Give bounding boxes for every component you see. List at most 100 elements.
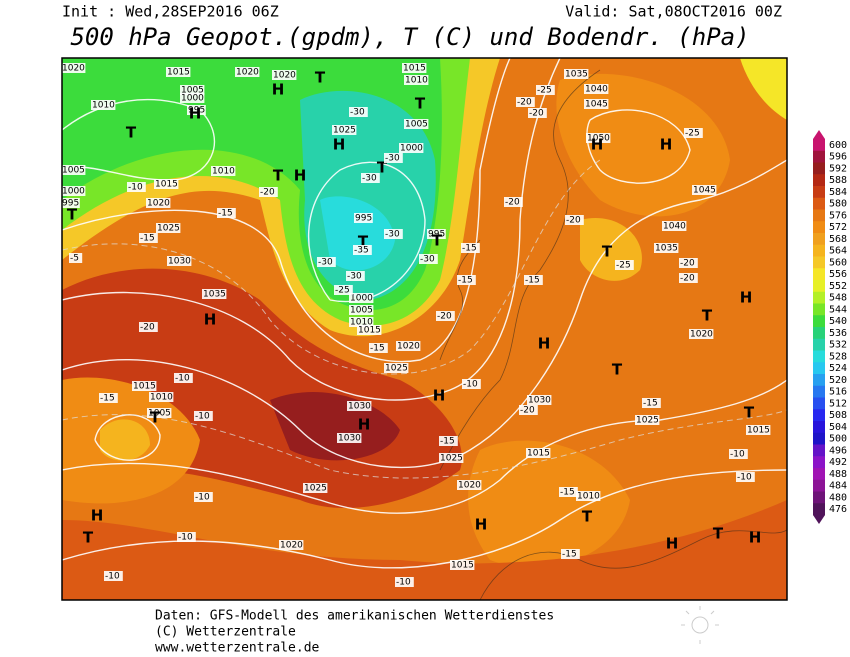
- temperature-label: -15: [560, 488, 575, 498]
- isobar-label: 1000: [181, 94, 204, 104]
- high-pressure-label: H: [333, 136, 346, 154]
- map-frame: [61, 57, 788, 601]
- label-background: [349, 317, 374, 327]
- temperature-label: -30: [318, 258, 333, 268]
- label-background: [187, 105, 206, 115]
- isobar-label: 1020: [62, 64, 85, 74]
- label-background: [69, 253, 83, 263]
- temperature-label: -25: [616, 261, 631, 271]
- colorbar-label: 500: [829, 434, 847, 445]
- label-background: [62, 198, 80, 208]
- label-background: [584, 84, 609, 94]
- temperature-label: -20: [520, 406, 535, 416]
- label-background: [746, 425, 771, 435]
- colorbar-swatch: [813, 397, 825, 410]
- high-pressure-label: H: [749, 529, 762, 547]
- colorbar-swatch: [813, 432, 825, 445]
- label-background: [62, 63, 86, 73]
- isobar-label: 1020: [147, 199, 170, 209]
- label-background: [462, 379, 481, 389]
- label-background: [349, 305, 374, 315]
- temp-zone: [740, 58, 787, 120]
- colorbar-label: 524: [829, 363, 847, 374]
- temperature-label: -30: [385, 230, 400, 240]
- temperature-label: -20: [260, 188, 275, 198]
- label-background: [202, 289, 227, 299]
- isobar-label: 1015: [403, 64, 426, 74]
- isobar-label: 1015: [167, 68, 190, 78]
- colorbar-swatch: [813, 150, 825, 163]
- label-background: [384, 229, 403, 239]
- low-pressure-label: T: [273, 167, 284, 185]
- colorbar-label: 516: [829, 387, 847, 398]
- label-background: [736, 472, 755, 482]
- label-background: [436, 311, 455, 321]
- colorbar-swatch: [813, 456, 825, 469]
- label-background: [91, 100, 116, 110]
- low-pressure-label: T: [415, 95, 426, 113]
- label-background: [167, 256, 192, 266]
- temperature-label: -15: [462, 244, 477, 254]
- temperature-label: -30: [420, 255, 435, 265]
- colorbar-swatch: [813, 186, 825, 199]
- label-background: [399, 143, 424, 153]
- isobar-label: 1005: [405, 120, 428, 130]
- temperature-label: -15: [440, 437, 455, 447]
- label-background: [729, 449, 748, 459]
- isobar-label: 1010: [350, 318, 373, 328]
- isobar-label: 1025: [304, 484, 327, 494]
- label-background: [692, 185, 717, 195]
- isobar-label: 1035: [203, 290, 226, 300]
- temperature-label: -20: [437, 312, 452, 322]
- label-background: [62, 165, 86, 175]
- colorbar-label: 584: [829, 187, 847, 198]
- temperature-label: -10: [105, 572, 120, 582]
- colorbar-label: 504: [829, 422, 847, 433]
- temperature-label: -20: [680, 259, 695, 269]
- isobar-label: 1040: [585, 85, 608, 95]
- isobar-label: 1020: [236, 68, 259, 78]
- high-pressure-label: H: [358, 416, 371, 434]
- colorbar-label: 528: [829, 351, 847, 362]
- label-background: [361, 173, 380, 183]
- low-pressure-label: T: [315, 69, 326, 87]
- isobar-label: 1010: [150, 393, 173, 403]
- colorbar-label: 560: [829, 257, 847, 268]
- label-background: [561, 549, 580, 559]
- label-background: [194, 411, 213, 421]
- colorbar-swatch: [813, 209, 825, 222]
- temperature-label: -10: [175, 374, 190, 384]
- colorbar-label: 476: [829, 504, 847, 515]
- label-background: [180, 93, 205, 103]
- isobar-label: 1005: [62, 166, 85, 176]
- temperature-label: -25: [685, 129, 700, 139]
- label-background: [104, 571, 123, 581]
- temperature-label: -10: [195, 412, 210, 422]
- colorbar-label: 588: [829, 175, 847, 186]
- label-background: [346, 271, 365, 281]
- label-background: [317, 257, 336, 267]
- label-background: [279, 540, 304, 550]
- label-background: [404, 75, 429, 85]
- label-background: [450, 560, 475, 570]
- label-background: [353, 245, 372, 255]
- isobar-label: 1000: [350, 294, 373, 304]
- isobar-label: 1010: [577, 492, 600, 502]
- label-background: [180, 85, 205, 95]
- label-background: [146, 198, 171, 208]
- label-background: [524, 275, 543, 285]
- isobar-label: 1035: [565, 70, 588, 80]
- colorbar-label: 548: [829, 293, 847, 304]
- isobar-label: 1050: [587, 134, 610, 144]
- isobar-label: 1005: [181, 86, 204, 96]
- colorbar-label: 520: [829, 375, 847, 386]
- label-background: [99, 393, 118, 403]
- isobar-label: 1000: [400, 144, 423, 154]
- colorbar-swatch: [813, 327, 825, 340]
- colorbar-label: 564: [829, 246, 847, 257]
- high-pressure-label: H: [91, 507, 104, 525]
- colorbar-label: 552: [829, 281, 847, 292]
- low-pressure-label: T: [377, 159, 388, 177]
